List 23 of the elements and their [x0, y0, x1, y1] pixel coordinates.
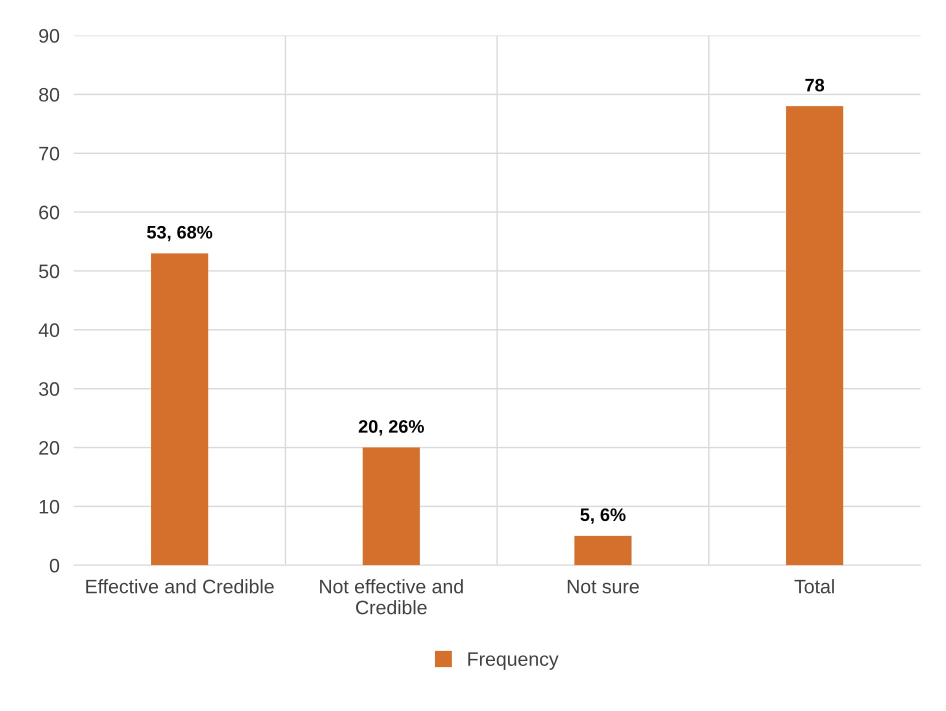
- y-tick-label: 50: [39, 264, 60, 278]
- x-tick-label: Total: [794, 579, 834, 594]
- y-tick-label: 70: [39, 146, 60, 160]
- legend-label: Frequency: [468, 652, 559, 670]
- y-tick-label: 20: [39, 441, 60, 455]
- y-tick-label: 60: [39, 206, 60, 220]
- x-tick-label: Effective and Credible: [86, 579, 274, 594]
- data-label: 5, 6%: [580, 508, 626, 524]
- bar: [362, 448, 420, 566]
- data-label: 20, 26%: [358, 420, 424, 436]
- y-tick-label: 80: [39, 88, 60, 102]
- x-tick-label: Not effective and Credible: [320, 579, 463, 614]
- y-tick-label: 40: [38, 323, 60, 338]
- y-tick-label: 30: [39, 382, 60, 396]
- bar: [574, 536, 632, 566]
- y-tick-label: 10: [40, 500, 60, 514]
- y-tick-label: 0: [50, 558, 60, 572]
- x-tick-label: Not sure: [568, 580, 639, 594]
- data-label: 53, 68%: [147, 226, 212, 242]
- data-label: 78: [805, 78, 824, 92]
- y-tick-label: 90: [39, 29, 60, 43]
- bar: [786, 106, 844, 566]
- bar: [151, 253, 208, 566]
